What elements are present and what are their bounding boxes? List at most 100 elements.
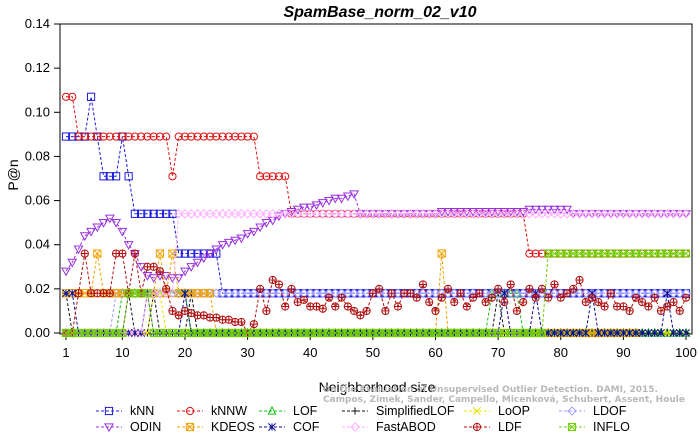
data-point [361,209,372,219]
data-point [79,232,90,241]
data-point [537,328,547,338]
data-point [174,311,183,320]
data-point [274,209,284,219]
data-point [499,209,510,219]
data-point [512,209,522,219]
data-point [180,209,190,219]
data-point [130,209,139,218]
data-point [105,172,114,181]
legend-label: kNN [130,404,154,418]
data-point [455,288,466,299]
data-point [74,289,83,298]
data-point [499,288,510,299]
data-point [575,275,584,285]
data-point [305,203,316,213]
data-point [104,214,115,224]
data-point [68,92,77,101]
data-point [381,306,390,316]
data-point [506,288,516,297]
data-point [143,209,152,218]
data-point [80,249,89,258]
series-line [66,96,686,254]
data-point [450,298,459,307]
data-point [531,293,540,302]
data-point [330,194,341,204]
data-point [349,209,359,219]
data-point [124,132,133,141]
data-point [337,293,346,302]
data-point [143,132,152,141]
data-point [256,284,265,293]
data-point [437,293,446,302]
legend-label: ODIN [130,420,161,434]
data-point [519,298,528,307]
data-point [299,203,309,213]
x-tick-label: 40 [303,345,317,360]
data-point [61,267,71,277]
data-point [317,199,328,208]
data-point [155,288,165,299]
data-point [569,284,578,293]
data-point [625,329,634,337]
data-point [67,258,78,268]
data-point [211,245,222,255]
data-point [624,288,635,299]
data-point [500,289,509,298]
axes: 0.00 0.02 0.04 0.06 0.08 0.10 0.12 0.14 1 10 20 30 4… [25,16,697,360]
data-point [331,302,340,311]
data-point [349,306,359,316]
data-point [606,289,615,298]
data-point [669,298,678,307]
data-point [112,132,121,141]
data-point [638,298,647,307]
data-point [155,267,165,276]
data-point [462,209,472,219]
data-point [650,329,659,337]
data-point [217,241,228,250]
data-point [105,289,114,298]
data-point [61,92,71,101]
data-point [86,227,97,237]
series-ldf [61,249,691,338]
legend-item-inflo: INFLO [559,420,630,434]
data-point [387,289,396,298]
data-point [580,209,591,219]
x-tick-label: 90 [616,345,630,360]
data-point [236,234,247,244]
data-point [155,132,165,141]
data-point [619,329,628,337]
data-point [149,209,158,218]
data-point [93,132,102,141]
data-point [224,288,234,299]
data-point [656,306,666,316]
data-point [168,172,177,181]
data-point [118,249,127,258]
data-point [537,209,547,219]
data-point [437,249,446,258]
data-point [212,132,221,141]
series-line [66,96,686,294]
data-point [236,209,247,219]
data-point [167,288,178,299]
legend-item-kdeos: KDEOS [177,420,255,434]
data-point [568,209,579,219]
legend-label: INFLO [593,420,630,434]
data-point [280,288,290,299]
legend-label: KDEOS [211,420,255,434]
data-point [462,302,471,311]
data-point [162,209,171,218]
data-point [618,209,629,219]
x-tick-label: 50 [366,345,380,360]
data-point [624,209,635,219]
data-point [168,288,177,297]
data-point [656,209,666,219]
series-odin [61,190,691,283]
data-point [612,209,622,219]
data-point [230,132,240,141]
data-point [187,249,196,258]
data-point [267,209,278,219]
data-point [230,209,240,219]
series-inflo [61,249,691,338]
data-point [556,293,565,302]
